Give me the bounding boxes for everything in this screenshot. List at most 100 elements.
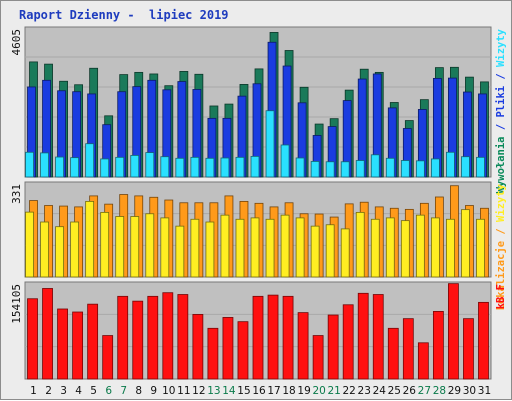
bar-wizyty-day-31 <box>476 218 485 278</box>
y-max-label-middle: 331 <box>10 184 23 204</box>
report-title: Raport Dzienny - lipiec 2019 <box>19 8 229 22</box>
x-tick-label-day-21: 21 <box>327 385 340 397</box>
bar-wizyty-day-11 <box>175 225 185 278</box>
bar-wizyty-day-19 <box>295 157 305 178</box>
x-tick-label-day-6: 6 <box>105 385 112 397</box>
x-tick-label-day-24: 24 <box>373 385 387 397</box>
x-tick-label-day-20: 20 <box>312 385 325 397</box>
bar-wizyty-day-8 <box>130 155 140 178</box>
y-max-label-bottom: 154105 <box>10 284 23 324</box>
x-tick-label-day-10: 10 <box>162 385 175 397</box>
bar-wizyty-day-9 <box>145 152 155 178</box>
bar-wizyty-day-15 <box>235 156 245 178</box>
bar-wizyty-day-6 <box>100 211 110 278</box>
x-tick-label-day-2: 2 <box>45 385 52 397</box>
x-tick-label-day-29: 29 <box>448 385 461 397</box>
legend-part: / <box>495 118 507 137</box>
x-tick-label-day-23: 23 <box>358 385 371 397</box>
x-tick-label-day-27: 27 <box>418 385 431 397</box>
x-tick-label-day-30: 30 <box>463 385 476 397</box>
legend-part: kB F <box>495 284 507 309</box>
bar-wizyty-day-31 <box>476 156 485 178</box>
bar-wizyty-day-14 <box>220 214 230 278</box>
x-tick-label-day-12: 12 <box>192 385 205 397</box>
x-tick-label-day-31: 31 <box>478 385 491 397</box>
bar-kb-day-25 <box>387 327 399 380</box>
legend-part: / <box>495 67 507 86</box>
bar-kb-day-1 <box>27 298 38 380</box>
legend-part: / <box>495 222 507 241</box>
bar-wizyty-day-22 <box>340 228 350 278</box>
x-tick-label-day-5: 5 <box>90 385 97 397</box>
bar-wizyty-day-11 <box>175 157 185 178</box>
bar-wizyty-day-6 <box>100 158 110 178</box>
x-tick-label-day-22: 22 <box>343 385 356 397</box>
x-tick-label-day-1: 1 <box>30 385 37 397</box>
bar-kb-day-23 <box>357 292 369 380</box>
bar-wizyty-day-5 <box>85 200 95 278</box>
legend-part: Pliki <box>495 86 507 118</box>
legend-part: Lokalizacje <box>495 241 507 311</box>
bar-wizyty-day-3 <box>55 226 64 278</box>
bar-wizyty-day-2 <box>40 221 49 278</box>
bar-wizyty-day-23 <box>355 160 365 178</box>
bar-kb-day-18 <box>282 295 294 380</box>
bar-wizyty-day-25 <box>385 157 395 178</box>
x-tick-label-day-13: 13 <box>207 385 220 397</box>
legend-top: Wywołania / Pliki / Wizyty <box>495 28 507 193</box>
legend-part: Wizyty <box>495 28 507 67</box>
bar-wizyty-day-12 <box>190 218 200 278</box>
bar-wizyty-day-4 <box>70 157 80 178</box>
bar-kb-day-31 <box>478 301 489 380</box>
bar-kb-day-10 <box>162 292 174 380</box>
x-tick-label-day-19: 19 <box>297 385 310 397</box>
bar-kb-day-21 <box>327 314 339 380</box>
bar-kb-day-14 <box>222 317 234 380</box>
bar-wizyty-day-21 <box>325 161 335 178</box>
bar-wizyty-day-27 <box>415 160 425 178</box>
bar-kb-day-8 <box>132 300 144 380</box>
legend-part: Wywołania <box>495 136 507 193</box>
bar-wizyty-day-10 <box>160 156 170 178</box>
x-tick-label-day-3: 3 <box>60 385 67 397</box>
bar-wizyty-day-18 <box>280 144 290 178</box>
bar-wizyty-day-28 <box>430 158 440 178</box>
bar-kb-day-20 <box>312 335 324 380</box>
bar-wizyty-day-14 <box>220 157 230 178</box>
bar-wizyty-day-4 <box>70 221 80 278</box>
bar-wizyty-day-23 <box>355 211 365 278</box>
bar-wizyty-day-30 <box>461 209 470 278</box>
x-tick-label-day-9: 9 <box>150 385 157 397</box>
bar-wizyty-day-28 <box>430 217 440 278</box>
bar-wizyty-day-1 <box>25 211 34 278</box>
x-tick-label-day-7: 7 <box>120 385 127 397</box>
bar-wizyty-day-29 <box>446 218 455 278</box>
bar-kb-day-12 <box>192 314 204 380</box>
bar-wizyty-day-29 <box>446 151 455 178</box>
x-tick-label-day-14: 14 <box>222 385 236 397</box>
bar-kb-day-24 <box>372 294 384 380</box>
x-tick-label-day-8: 8 <box>135 385 142 397</box>
x-tick-label-day-16: 16 <box>252 385 266 397</box>
x-tick-label-day-15: 15 <box>237 385 250 397</box>
bar-wizyty-day-1 <box>25 151 34 178</box>
x-tick-label-day-18: 18 <box>282 385 295 397</box>
x-tick-label-day-17: 17 <box>267 385 280 397</box>
bar-wizyty-day-2 <box>40 152 49 178</box>
bar-wizyty-day-9 <box>145 213 155 278</box>
bar-wizyty-day-10 <box>160 217 170 278</box>
bar-kb-day-22 <box>342 304 354 380</box>
bar-kb-day-19 <box>297 312 309 380</box>
bar-kb-day-28 <box>432 311 444 380</box>
bar-wizyty-day-13 <box>205 157 215 178</box>
bar-wizyty-day-16 <box>250 217 260 278</box>
bar-kb-day-6 <box>102 335 114 380</box>
bar-wizyty-day-12 <box>190 156 200 178</box>
bar-wizyty-day-17 <box>265 218 275 278</box>
x-tick-label-day-4: 4 <box>75 385 82 397</box>
legend-middle: Lokalizacje / Wizyty <box>495 183 507 310</box>
bar-kb-day-9 <box>147 295 159 380</box>
x-tick-label-day-26: 26 <box>403 385 417 397</box>
